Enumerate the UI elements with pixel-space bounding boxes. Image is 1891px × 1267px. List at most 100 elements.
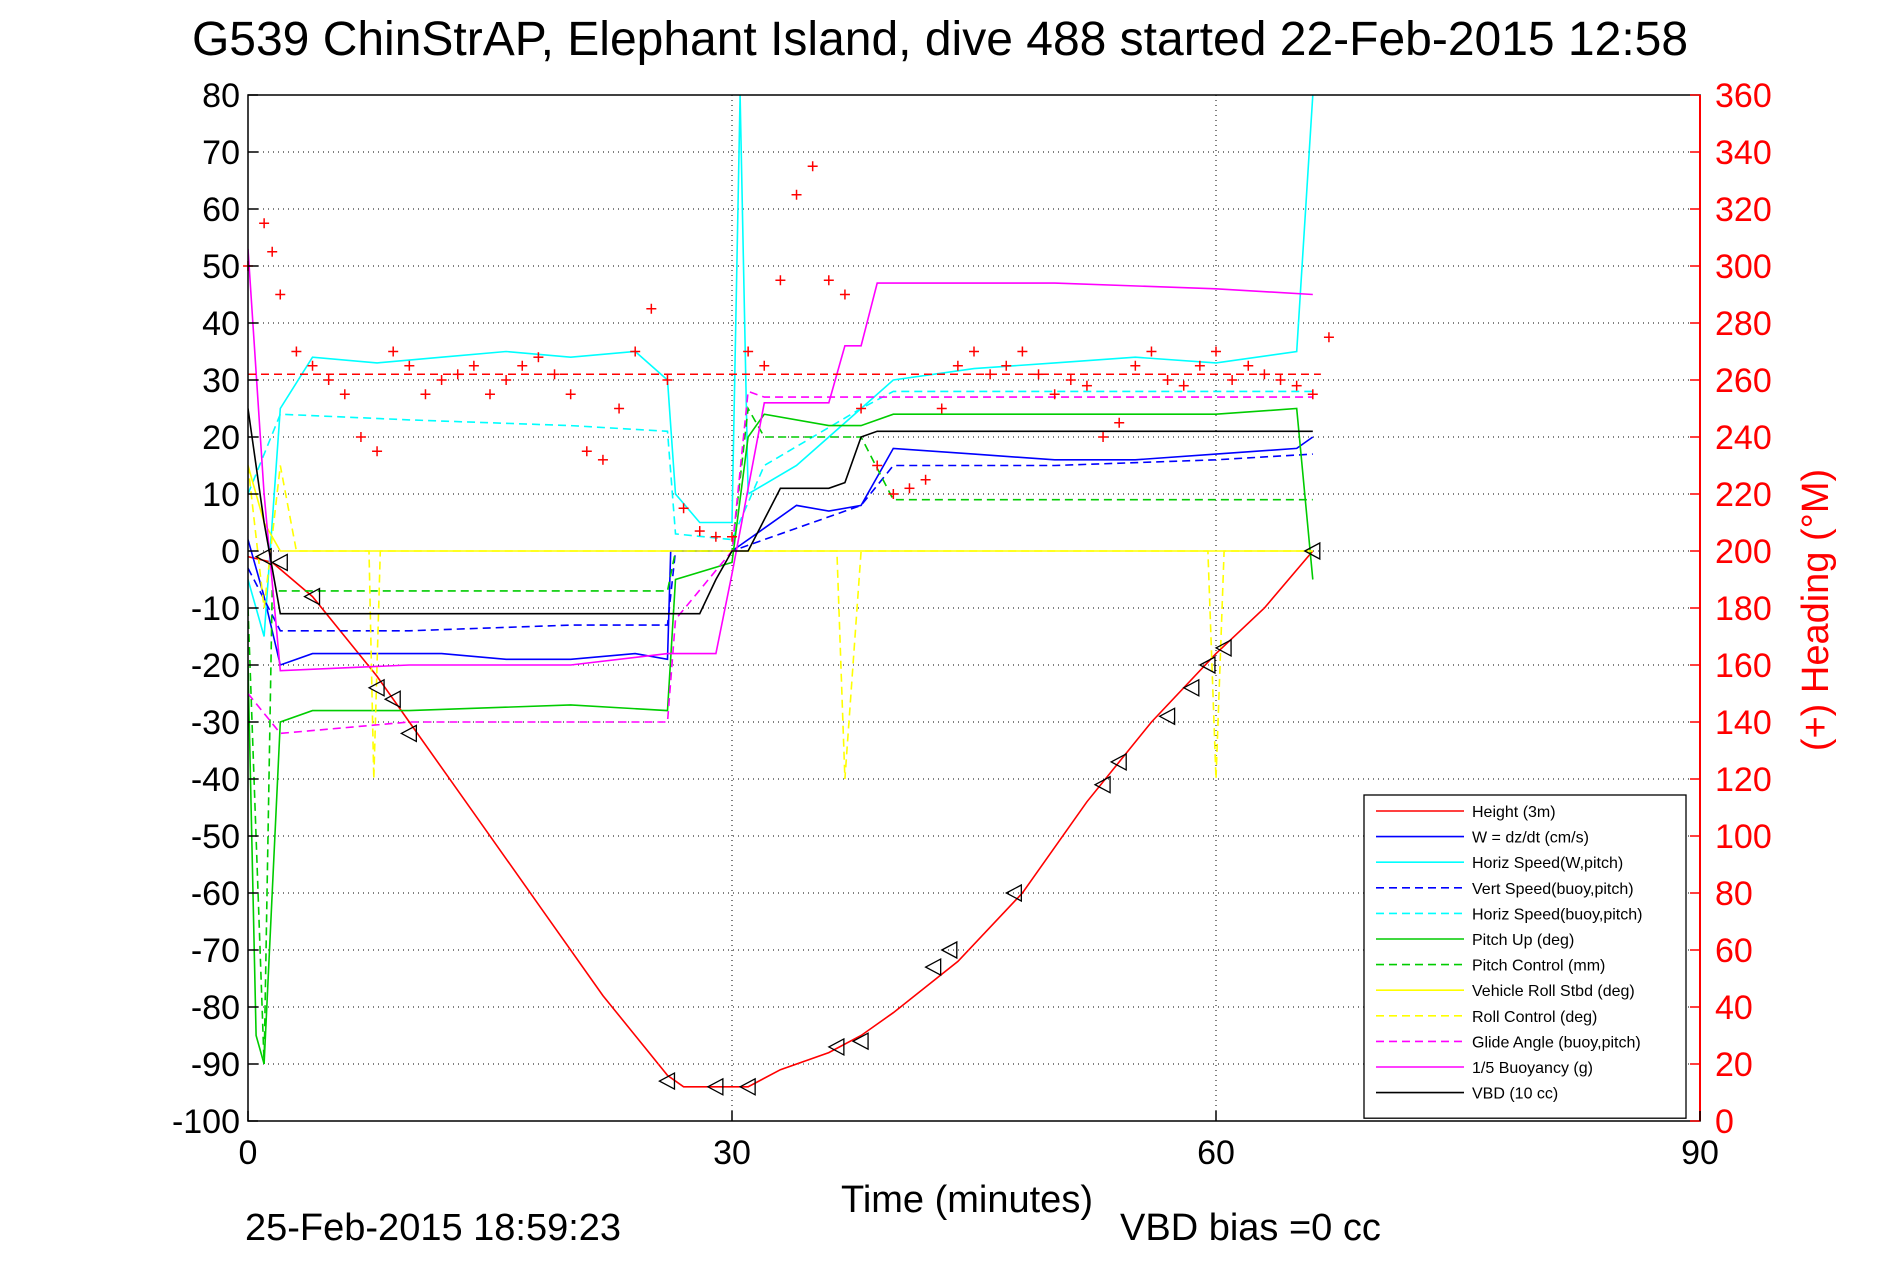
dive-marker <box>1093 775 1111 794</box>
right-tick-label: 180 <box>1715 590 1772 628</box>
heading-point <box>1130 360 1141 371</box>
heading-point <box>452 369 463 380</box>
dive-marker <box>658 1072 676 1091</box>
dive-marker <box>1214 638 1232 657</box>
heading-point <box>468 360 479 371</box>
heading-point <box>743 346 754 357</box>
left-tick-label: 70 <box>202 134 240 172</box>
right-tick-label: 80 <box>1715 875 1753 913</box>
heading-point <box>646 303 657 314</box>
x-tick-label: 90 <box>1681 1134 1719 1172</box>
heading-point <box>710 531 721 542</box>
left-tick-label: -30 <box>191 704 240 742</box>
left-tick-label: -90 <box>191 1046 240 1084</box>
heading-point <box>904 483 915 494</box>
dive-marker <box>270 553 288 572</box>
heading-point <box>775 275 786 286</box>
heading-point <box>952 360 963 371</box>
heading-point <box>807 161 818 172</box>
heading-point <box>517 360 528 371</box>
dive-marker <box>827 1037 845 1056</box>
heading-point <box>1178 380 1189 391</box>
right-axis: 3603403203002802602402202001801601401201… <box>1690 77 1772 1141</box>
right-tick-label: 360 <box>1715 77 1772 115</box>
dive-marker <box>851 1032 869 1051</box>
left-tick-label: 80 <box>202 77 240 115</box>
heading-point <box>291 346 302 357</box>
x-tick-label: 30 <box>713 1134 751 1172</box>
dive-marker <box>924 958 942 977</box>
heading-point <box>388 346 399 357</box>
heading-point <box>436 375 447 385</box>
left-axis: 80 70 60 50 40 30 20 10 0 -10 -20 -30 -40 -50 -60 -70 -8… <box>172 77 258 1141</box>
heading-point <box>630 346 641 357</box>
legend-box <box>1363 794 1687 1119</box>
heading-point <box>323 375 334 385</box>
heading-point <box>1194 360 1205 371</box>
left-tick-label: 60 <box>202 191 240 229</box>
left-tick-label: -50 <box>191 818 240 856</box>
left-tick-label: 40 <box>202 305 240 343</box>
heading-point <box>581 446 592 457</box>
dive-marker <box>1303 541 1321 561</box>
heading-point <box>1291 380 1302 391</box>
right-tick-label: 260 <box>1715 362 1772 400</box>
heading-point <box>372 446 383 457</box>
legend-label: Vert Speed(buoy,pitch) <box>1472 881 1634 898</box>
heading-point <box>985 369 996 380</box>
right-tick-label: 320 <box>1715 191 1772 229</box>
heading-point <box>420 389 431 400</box>
heading-point <box>759 360 770 371</box>
left-tick-label: -80 <box>191 989 240 1027</box>
legend-label: Horiz Speed(W,pitch) <box>1472 855 1623 872</box>
heading-point <box>1162 375 1173 385</box>
x-tick-label: 0 <box>239 1134 258 1172</box>
dive-marker <box>738 1077 756 1096</box>
series-line-11 <box>248 248 1313 672</box>
dive-marker <box>303 587 321 606</box>
x-tick-label: 60 <box>1197 1134 1235 1172</box>
heading-point <box>969 346 979 357</box>
legend-label: Vehicle Roll Stbd (deg) <box>1472 983 1635 1000</box>
heading-point <box>823 275 834 286</box>
heading-point <box>275 289 286 300</box>
legend-label: Glide Angle (buoy,pitch) <box>1472 1034 1641 1051</box>
left-tick-label: 0 <box>221 533 240 571</box>
right-tick-label: 160 <box>1715 647 1772 685</box>
heading-point <box>1146 346 1157 357</box>
heading-point <box>1275 375 1286 385</box>
series-line-9 <box>248 465 1313 780</box>
heading-point <box>1017 346 1028 357</box>
legend-label: Pitch Up (deg) <box>1472 932 1574 949</box>
heading-point <box>597 454 608 465</box>
heading-point <box>307 360 318 371</box>
heading-point <box>565 389 576 400</box>
legend-label: Horiz Speed(buoy,pitch) <box>1472 906 1642 923</box>
x-axis-label: Time (minutes) <box>841 1179 1093 1221</box>
dive-marker <box>367 678 385 697</box>
heading-point <box>888 489 899 499</box>
right-tick-label: 200 <box>1715 533 1772 571</box>
footer-vbd-bias: VBD bias =0 cc <box>1120 1207 1381 1249</box>
heading-point <box>920 474 931 485</box>
right-tick-label: 280 <box>1715 305 1772 343</box>
dive-marker <box>706 1077 724 1096</box>
heading-point <box>404 360 415 371</box>
legend-label: W = dz/dt (cm/s) <box>1472 830 1589 847</box>
heading-point <box>533 352 544 363</box>
legend-label: Height (3m) <box>1472 804 1556 821</box>
heading-point <box>791 189 802 200</box>
dive-marker <box>383 690 401 709</box>
legend-label: 1/5 Buoyancy (g) <box>1472 1060 1593 1077</box>
right-axis-label: (+) Heading (°M) <box>1795 469 1837 751</box>
left-tick-label: -100 <box>172 1103 240 1141</box>
heading-point <box>485 389 495 400</box>
heading-point <box>1211 346 1221 357</box>
heading-point <box>1001 360 1012 371</box>
heading-layer <box>243 161 1334 542</box>
heading-point <box>259 218 270 229</box>
series-line-3 <box>248 95 1314 637</box>
right-tick-label: 120 <box>1715 761 1772 799</box>
heading-point <box>339 389 350 400</box>
